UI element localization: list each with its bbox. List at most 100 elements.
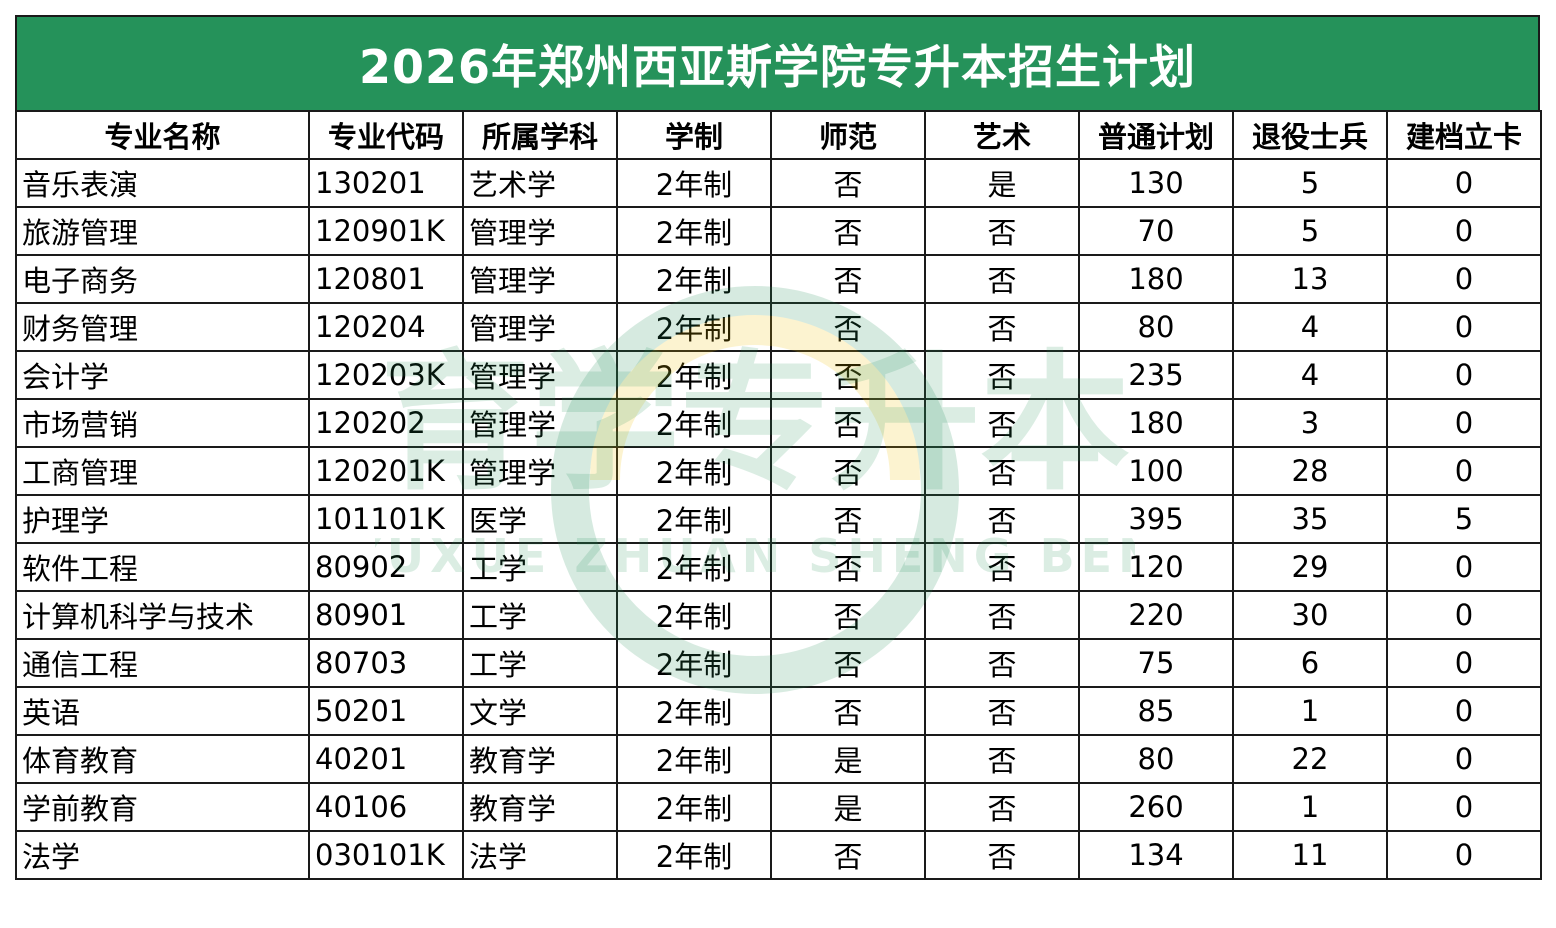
table-cell: 法学 (462, 830, 618, 880)
table-cell: 工学 (462, 638, 618, 688)
table-row: 通信工程 80703 工学 2年制否否 75 6 0 (15, 638, 1542, 688)
table-cell: 22 (1232, 734, 1388, 784)
table-cell: 1 (1232, 686, 1388, 736)
table-cell: 101101K (308, 494, 464, 544)
table-cell: 0 (1386, 782, 1542, 832)
table-cell: 120801 (308, 254, 464, 304)
table-cell: 否 (924, 494, 1080, 544)
table-row: 工商管理 120201K 管理学 2年制否否 100 28 0 (15, 446, 1542, 496)
table-cell: 120901K (308, 206, 464, 256)
table-cell: 85 (1078, 686, 1234, 736)
table-cell: 2年制 (616, 590, 772, 640)
table-cell: 是 (924, 158, 1080, 208)
table-title: 2026年郑州西亚斯学院专升本招生计划 (15, 15, 1540, 110)
table-cell: 11 (1232, 830, 1388, 880)
table-cell: 0 (1386, 638, 1542, 688)
table-cell: 134 (1078, 830, 1234, 880)
table-cell: 130201 (308, 158, 464, 208)
table-cell: 教育学 (462, 734, 618, 784)
table-row: 学前教育 40106 教育学 2年制是否 260 1 0 (15, 782, 1542, 832)
table-cell: 是 (770, 734, 926, 784)
table-row: 电子商务 120801 管理学 2年制否否 180 13 0 (15, 254, 1542, 304)
table-cell: 2年制 (616, 782, 772, 832)
table-cell: 80 (1078, 302, 1234, 352)
table-cell: 否 (924, 302, 1080, 352)
table-cell: 电子商务 (15, 254, 310, 304)
table-cell: 管理学 (462, 302, 618, 352)
table-cell: 0 (1386, 398, 1542, 448)
table-cell: 体育教育 (15, 734, 310, 784)
table-cell: 6 (1232, 638, 1388, 688)
table-cell: 是 (770, 782, 926, 832)
table-cell: 5 (1232, 206, 1388, 256)
table-cell: 2年制 (616, 446, 772, 496)
table-cell: 否 (924, 686, 1080, 736)
table-cell: 管理学 (462, 398, 618, 448)
table-cell: 0 (1386, 350, 1542, 400)
table-cell: 否 (770, 830, 926, 880)
table-cell: 120203K (308, 350, 464, 400)
table-cell: 管理学 (462, 254, 618, 304)
table-cell: 通信工程 (15, 638, 310, 688)
table-cell: 75 (1078, 638, 1234, 688)
table-cell: 80902 (308, 542, 464, 592)
table-cell: 120202 (308, 398, 464, 448)
table-cell: 3 (1232, 398, 1388, 448)
table-cell: 否 (770, 638, 926, 688)
table-row: 法学 030101K 法学 2年制否否 134 11 0 (15, 830, 1542, 880)
table-cell: 2年制 (616, 158, 772, 208)
table-cell: 0 (1386, 302, 1542, 352)
table-cell: 120204 (308, 302, 464, 352)
table-cell: 否 (924, 638, 1080, 688)
table-cell: 0 (1386, 830, 1542, 880)
column-header: 专业名称 (15, 110, 310, 160)
table-cell: 2年制 (616, 542, 772, 592)
table-cell: 0 (1386, 686, 1542, 736)
table-row: 英语 50201 文学 2年制否否 85 1 0 (15, 686, 1542, 736)
table-row: 财务管理 120204 管理学 2年制否否 80 4 0 (15, 302, 1542, 352)
table-cell: 80703 (308, 638, 464, 688)
table-cell: 否 (770, 542, 926, 592)
table-cell: 软件工程 (15, 542, 310, 592)
table-cell: 旅游管理 (15, 206, 310, 256)
table-cell: 2年制 (616, 206, 772, 256)
table-row: 市场营销 120202 管理学 2年制否否 180 3 0 (15, 398, 1542, 448)
table-cell: 4 (1232, 302, 1388, 352)
table-cell: 2年制 (616, 830, 772, 880)
table-cell: 否 (770, 398, 926, 448)
table-cell: 0 (1386, 542, 1542, 592)
table-cell: 29 (1232, 542, 1388, 592)
table-cell: 2年制 (616, 350, 772, 400)
plan-table-container: 2026年郑州西亚斯学院专升本招生计划 专业名称 专业代码 所属学科 学制 师范 艺术 普通… (15, 15, 1542, 880)
column-header: 所属学科 (462, 110, 618, 160)
table-cell: 否 (924, 542, 1080, 592)
table-cell: 030101K (308, 830, 464, 880)
table-cell: 1 (1232, 782, 1388, 832)
table-cell: 0 (1386, 590, 1542, 640)
table-cell: 5 (1232, 158, 1388, 208)
header-row: 专业名称 专业代码 所属学科 学制 师范 艺术 普通计划 退役士兵 建档立卡 (15, 110, 1542, 160)
table-cell: 否 (924, 350, 1080, 400)
table-cell: 180 (1078, 254, 1234, 304)
table-cell: 235 (1078, 350, 1234, 400)
table-cell: 否 (770, 446, 926, 496)
table-cell: 40106 (308, 782, 464, 832)
table-row: 护理学 101101K 医学 2年制否否 395 35 5 (15, 494, 1542, 544)
table-cell: 2年制 (616, 734, 772, 784)
table-cell: 0 (1386, 254, 1542, 304)
table-cell: 管理学 (462, 350, 618, 400)
table-cell: 120 (1078, 542, 1234, 592)
table-cell: 英语 (15, 686, 310, 736)
table-cell: 否 (770, 158, 926, 208)
column-header: 专业代码 (308, 110, 464, 160)
table-cell: 否 (924, 782, 1080, 832)
table-cell: 教育学 (462, 782, 618, 832)
table-row: 旅游管理 120901K 管理学 2年制否否 70 5 0 (15, 206, 1542, 256)
table-cell: 法学 (15, 830, 310, 880)
table-cell: 会计学 (15, 350, 310, 400)
table-cell: 文学 (462, 686, 618, 736)
table-cell: 40201 (308, 734, 464, 784)
table-cell: 0 (1386, 446, 1542, 496)
table-cell: 学前教育 (15, 782, 310, 832)
table-cell: 2年制 (616, 638, 772, 688)
